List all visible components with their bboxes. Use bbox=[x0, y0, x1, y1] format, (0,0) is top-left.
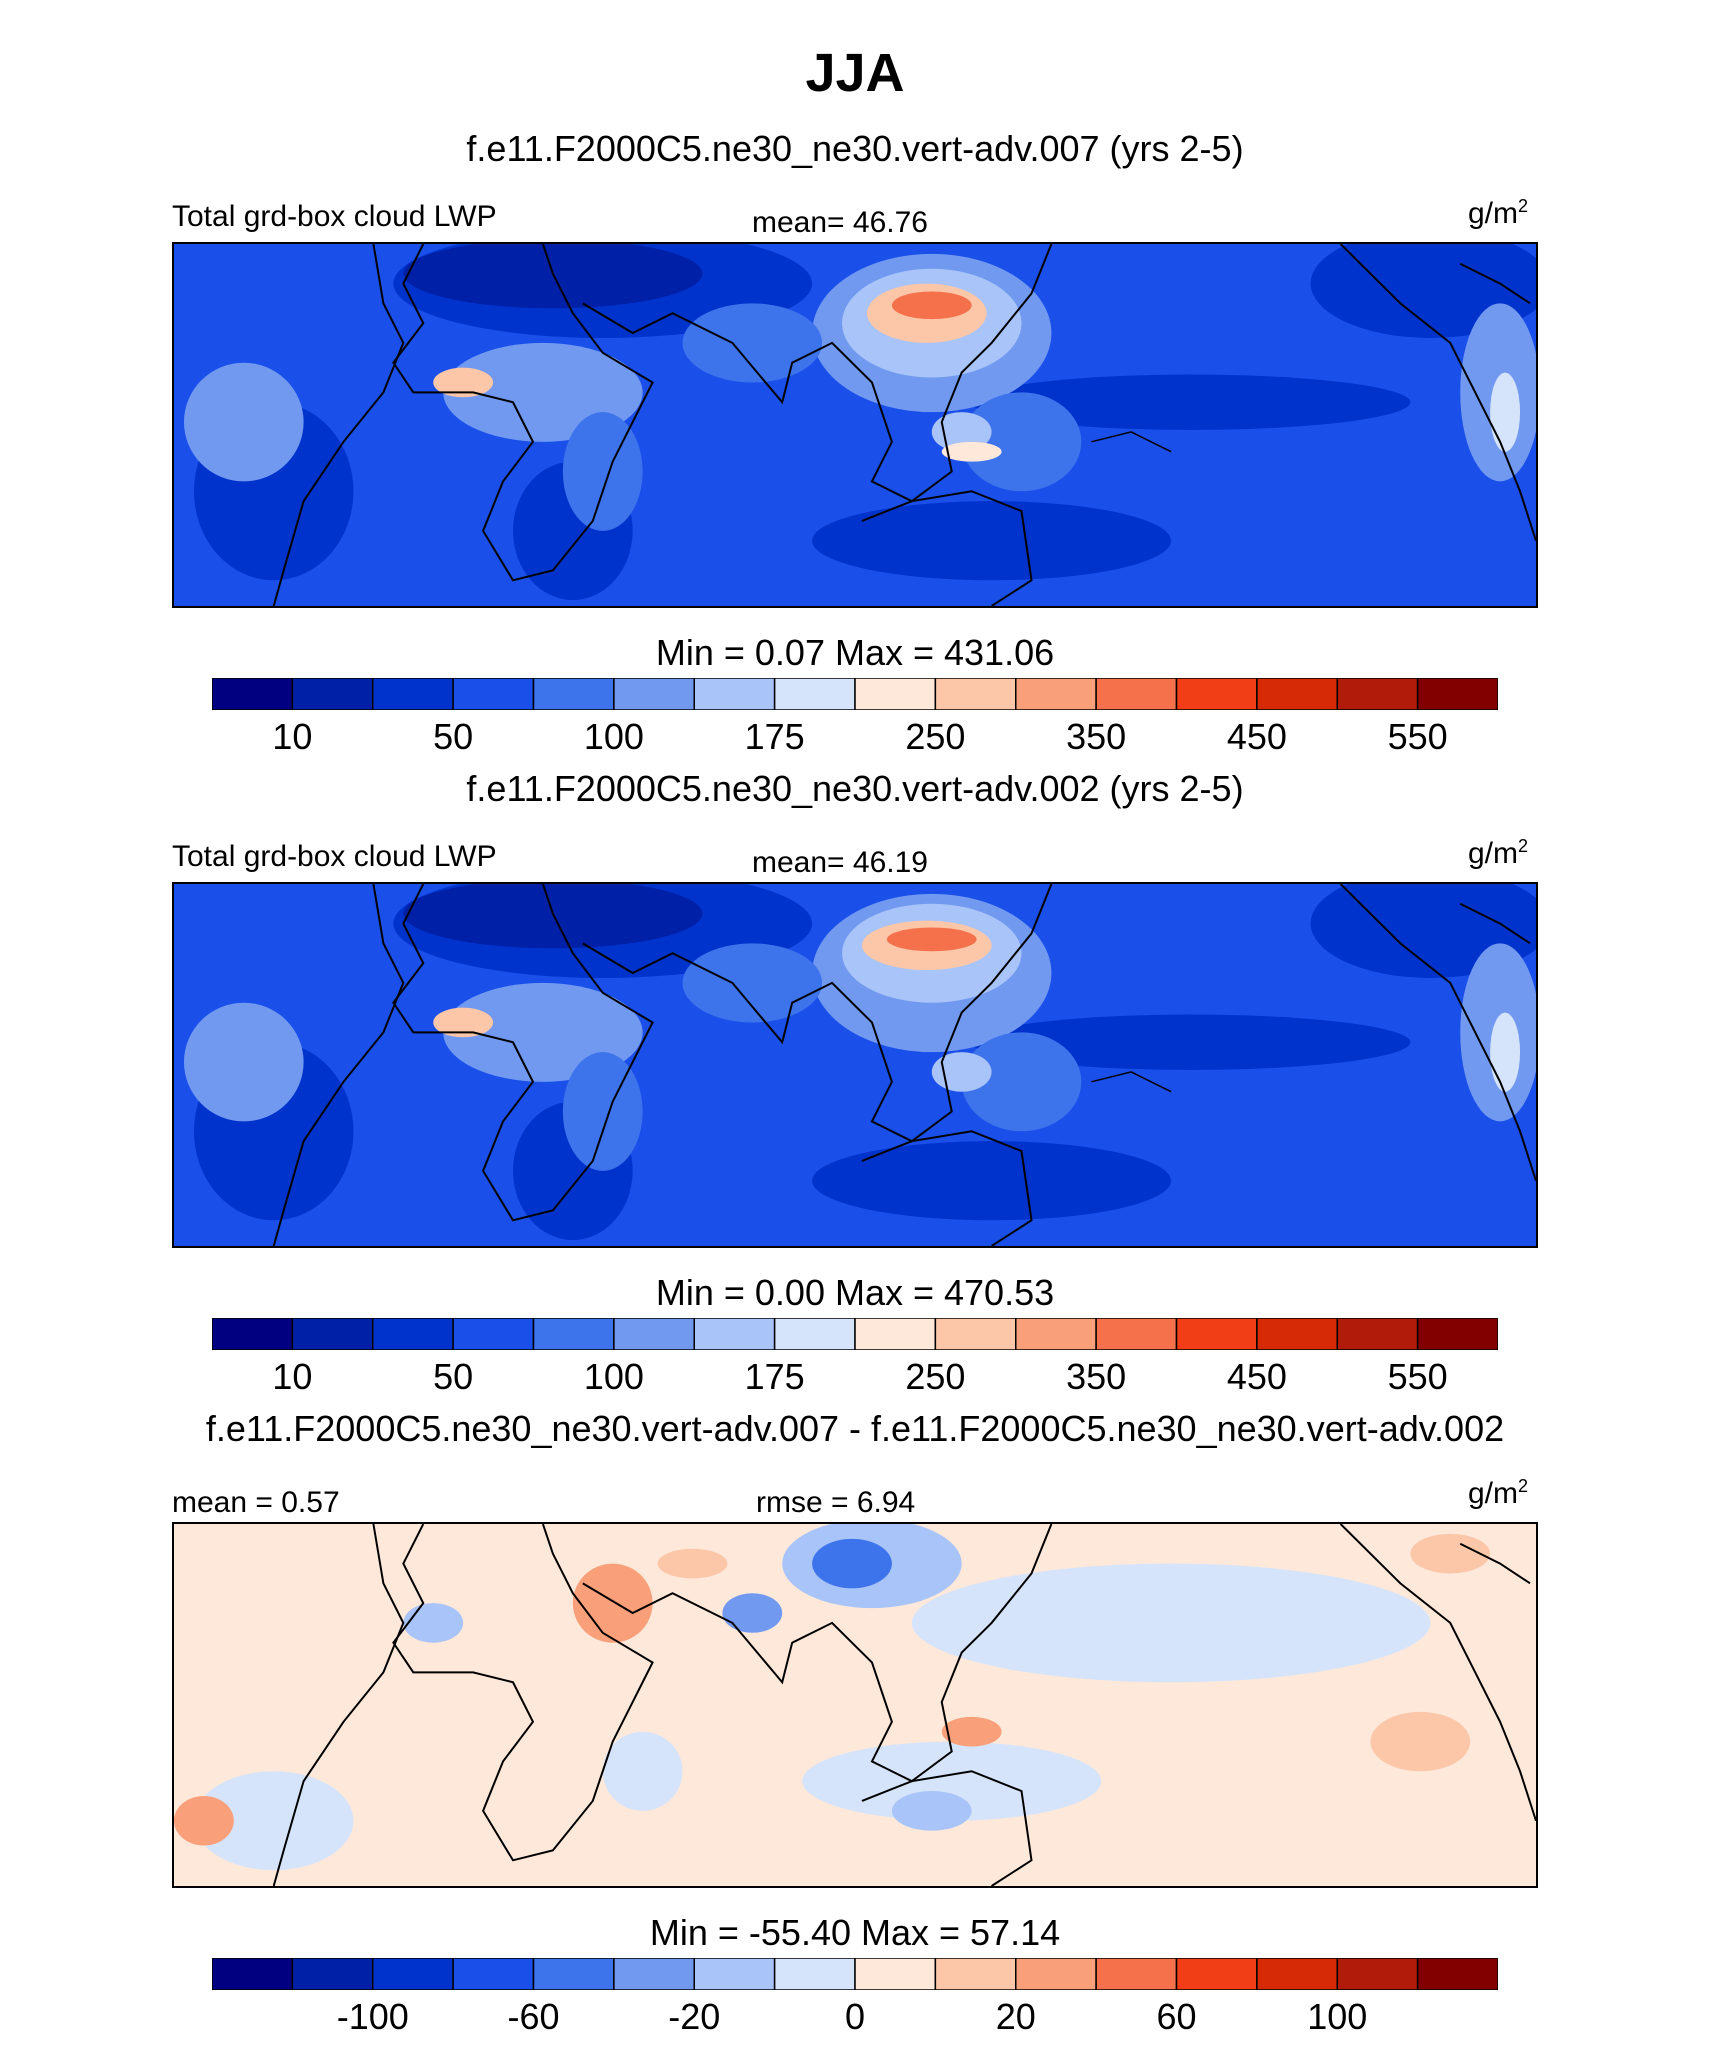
colorbar-swatch bbox=[693, 1958, 776, 1990]
colorbar-tick-label: -60 bbox=[507, 1996, 560, 2037]
colorbar-swatch bbox=[613, 678, 695, 710]
panel3-rmse-label: rmse = 6.94 bbox=[756, 1486, 916, 1519]
panel3-colorbar bbox=[212, 1958, 1498, 1990]
panel2-left-label: Total grd-box cloud LWP bbox=[172, 840, 497, 873]
panel2-map-field bbox=[183, 884, 1536, 1246]
colorbar-swatch bbox=[934, 1318, 1017, 1350]
colorbar-tick-label: 100 bbox=[583, 1356, 644, 1397]
colorbar-tick-label: 10 bbox=[272, 716, 313, 757]
colorbar-swatch bbox=[1256, 1958, 1338, 1990]
panel2-colorbar bbox=[212, 1318, 1498, 1350]
colorbar-swatch bbox=[372, 1958, 454, 1990]
panel1-mean-label: mean= 46.76 bbox=[752, 206, 928, 239]
colorbar-tick-label: 50 bbox=[433, 1356, 474, 1397]
colorbar-tick-label: -20 bbox=[668, 1996, 721, 2037]
colorbar-swatch bbox=[291, 678, 374, 710]
colorbar-swatch bbox=[1336, 1318, 1419, 1350]
panel1-units: g/m2 bbox=[1468, 196, 1529, 230]
panel1-map bbox=[172, 242, 1538, 608]
colorbar-swatch bbox=[934, 678, 1017, 710]
panel3-case-title: f.e11.F2000C5.ne30_ne30.vert-adv.007 - f… bbox=[205, 1408, 1505, 1449]
colorbar-swatch bbox=[452, 1958, 535, 1990]
colorbar-swatch bbox=[1175, 678, 1258, 710]
colorbar-tick-label: 175 bbox=[744, 1356, 805, 1397]
panel3-units: g/m2 bbox=[1468, 1476, 1529, 1510]
colorbar-swatch bbox=[532, 678, 615, 710]
panel1-left-label: Total grd-box cloud LWP bbox=[172, 200, 497, 233]
colorbar-swatch bbox=[1015, 1958, 1097, 1990]
figure-title: JJA bbox=[805, 43, 905, 103]
panel2-units: g/m2 bbox=[1468, 836, 1529, 870]
panel3-mean-label: mean = 0.57 bbox=[172, 1486, 340, 1519]
panel2-case-title: f.e11.F2000C5.ne30_ne30.vert-adv.002 (yr… bbox=[466, 768, 1244, 809]
colorbar-swatch bbox=[452, 678, 535, 710]
colorbar-swatch bbox=[1416, 1318, 1498, 1350]
panel1-minmax: Min = 0.07 Max = 431.06 bbox=[655, 632, 1055, 673]
colorbar-swatch bbox=[1256, 678, 1338, 710]
colorbar-swatch bbox=[773, 678, 856, 710]
colorbar-tick-label: 50 bbox=[433, 716, 474, 757]
colorbar-swatch bbox=[291, 1318, 374, 1350]
colorbar-tick-label: 100 bbox=[583, 716, 644, 757]
colorbar-tick-label: 20 bbox=[995, 1996, 1036, 2037]
colorbar-swatch bbox=[1095, 1958, 1178, 1990]
colorbar-swatch bbox=[532, 1958, 615, 1990]
colorbar-tick-label: 100 bbox=[1307, 1996, 1368, 2037]
colorbar-swatch bbox=[1416, 678, 1498, 710]
colorbar-swatch bbox=[773, 1958, 856, 1990]
panel1-colorbar-ticks: 10 50 100 175 250 350 450 550 bbox=[212, 716, 1498, 757]
colorbar-tick-label: 0 bbox=[844, 1996, 866, 2037]
colorbar-tick-label: -100 bbox=[336, 1996, 409, 2037]
colorbar-swatch bbox=[693, 1318, 776, 1350]
colorbar-swatch bbox=[1416, 1958, 1498, 1990]
colorbar-tick-label: 175 bbox=[744, 716, 805, 757]
colorbar-swatch bbox=[212, 678, 294, 710]
panel2-mean-label: mean= 46.19 bbox=[752, 846, 928, 879]
colorbar-tick-label: 450 bbox=[1226, 1356, 1287, 1397]
colorbar-swatch bbox=[1336, 678, 1419, 710]
colorbar-tick-label: 350 bbox=[1066, 1356, 1127, 1397]
panel1-case-title: f.e11.F2000C5.ne30_ne30.vert-adv.007 (yr… bbox=[466, 128, 1244, 169]
colorbar-tick-label: 450 bbox=[1226, 716, 1287, 757]
colorbar-swatch bbox=[212, 1318, 294, 1350]
colorbar-swatch bbox=[613, 1958, 695, 1990]
panel3-colorbar-ticks: -100 -60 -20 0 20 60 100 bbox=[212, 1996, 1498, 2037]
panel3-minmax: Min = -55.40 Max = 57.14 bbox=[649, 1912, 1061, 1953]
colorbar-swatch bbox=[854, 678, 937, 710]
colorbar-tick-label: 10 bbox=[272, 1356, 313, 1397]
colorbar-swatch bbox=[1015, 678, 1097, 710]
colorbar-swatch bbox=[532, 1318, 615, 1350]
colorbar-tick-label: 350 bbox=[1066, 716, 1127, 757]
panel2-colorbar-ticks: 10 50 100 175 250 350 450 550 bbox=[212, 1356, 1498, 1397]
panel2-minmax: Min = 0.00 Max = 470.53 bbox=[655, 1272, 1055, 1313]
colorbar-swatch bbox=[1015, 1318, 1097, 1350]
colorbar-swatch bbox=[1175, 1958, 1258, 1990]
colorbar-swatch bbox=[372, 1318, 454, 1350]
colorbar-swatch bbox=[1095, 1318, 1178, 1350]
colorbar-tick-label: 550 bbox=[1387, 716, 1448, 757]
panel1-colorbar bbox=[212, 678, 1498, 710]
colorbar-swatch bbox=[452, 1318, 535, 1350]
colorbar-swatch bbox=[372, 678, 454, 710]
colorbar-swatch bbox=[1256, 1318, 1338, 1350]
colorbar-swatch bbox=[1095, 678, 1178, 710]
colorbar-swatch bbox=[934, 1958, 1017, 1990]
panel3-map bbox=[172, 1522, 1538, 1888]
colorbar-swatch bbox=[613, 1318, 695, 1350]
colorbar-tick-label: 550 bbox=[1387, 1356, 1448, 1397]
colorbar-swatch bbox=[1175, 1318, 1258, 1350]
colorbar-swatch bbox=[693, 678, 776, 710]
colorbar-swatch bbox=[1336, 1958, 1419, 1990]
panel1-map-field bbox=[183, 244, 1536, 606]
colorbar-tick-label: 250 bbox=[905, 1356, 966, 1397]
colorbar-swatch bbox=[773, 1318, 856, 1350]
colorbar-swatch bbox=[854, 1958, 937, 1990]
colorbar-swatch bbox=[291, 1958, 374, 1990]
panel3-map-field bbox=[174, 1524, 1536, 1886]
colorbar-tick-label: 60 bbox=[1156, 1996, 1197, 2037]
panel2-map bbox=[172, 882, 1538, 1248]
colorbar-swatch bbox=[854, 1318, 937, 1350]
colorbar-tick-label: 250 bbox=[905, 716, 966, 757]
colorbar-swatch bbox=[212, 1958, 294, 1990]
